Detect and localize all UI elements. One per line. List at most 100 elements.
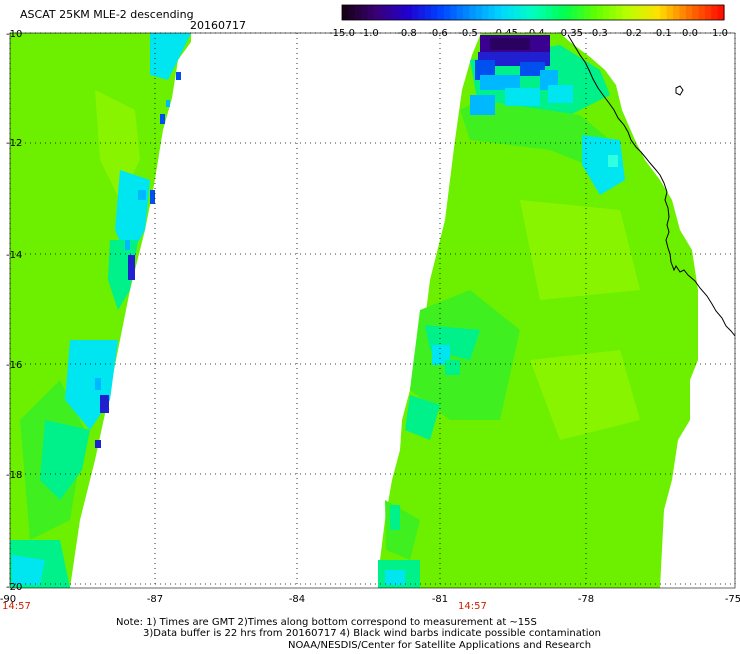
swath-cell	[85, 370, 95, 382]
colorbar-segment	[354, 5, 362, 20]
colorbar-segment	[679, 5, 687, 20]
swath-cell	[150, 190, 155, 204]
colorbar-segment	[641, 5, 649, 20]
swath-patch	[40, 420, 90, 500]
coastline	[567, 34, 736, 337]
colorbar-segment	[647, 5, 655, 20]
colorbar-segment	[704, 5, 712, 20]
colorbar-segment	[564, 5, 572, 20]
colorbar-segment	[456, 5, 464, 20]
colorbar-segment	[615, 5, 623, 20]
colorbar-segment	[577, 5, 585, 20]
map-date: 20160717	[190, 19, 246, 32]
swath-cell	[390, 505, 400, 530]
colorbar-segment	[692, 5, 700, 20]
swath-patch	[530, 350, 640, 440]
colorbar-segment	[539, 5, 547, 20]
lon-label: -75	[725, 594, 740, 605]
swath-cell	[128, 255, 135, 280]
swath-cell	[160, 114, 165, 124]
colorbar-label: -0.2	[622, 28, 642, 39]
colorbar-segment	[513, 5, 521, 20]
colorbar-label: -1.0	[359, 28, 379, 39]
colorbar-segment	[469, 5, 477, 20]
colorbar-segment	[418, 5, 426, 20]
lon-label: -90	[0, 594, 16, 605]
colorbar-segment	[596, 5, 604, 20]
swath-cell	[590, 150, 608, 170]
colorbar-segment	[392, 5, 400, 20]
colorbar-segment	[494, 5, 502, 20]
swath-patch	[405, 395, 440, 440]
colorbar-segment	[673, 5, 681, 20]
colorbar-label: 0.0	[682, 28, 698, 39]
swath-cell	[100, 395, 109, 413]
swath-cell	[548, 85, 573, 103]
colorbar-segment	[373, 5, 381, 20]
lon-label: -81	[432, 594, 448, 605]
lon-label: -87	[147, 594, 163, 605]
colorbar-label: -15.0	[329, 28, 355, 39]
colorbar-segment	[628, 5, 636, 20]
footer-notes: Note: 1) Times are GMT 2)Times along bot…	[116, 617, 601, 651]
colorbar-segment	[507, 5, 515, 20]
east-swath	[378, 33, 698, 588]
colorbar-label: -0.35	[557, 28, 583, 39]
swath-cell	[490, 38, 530, 50]
note-line-2: 3)Data buffer is 22 hrs from 20160717 4)…	[143, 628, 601, 639]
colorbar-segment	[590, 5, 598, 20]
swath-cell	[176, 72, 181, 80]
colorbar-segment	[571, 5, 579, 20]
colorbar-segment	[609, 5, 617, 20]
colorbar-segment	[412, 5, 419, 20]
colorbar-segment	[475, 5, 483, 20]
colorbar-segment	[348, 5, 356, 20]
colorbar-segment	[520, 5, 528, 20]
lat-label: -10	[6, 29, 22, 40]
note-line-3: NOAA/NESDIS/Center for Satellite Applica…	[288, 640, 591, 650]
lat-label: -16	[6, 360, 22, 371]
colorbar-segment	[462, 5, 470, 20]
lat-label: -20	[6, 582, 22, 593]
colorbar-segment	[380, 5, 388, 20]
colorbar-segment	[450, 5, 458, 20]
colorbar-segment	[685, 5, 693, 20]
swath-cell	[166, 100, 170, 107]
colorbar-segment	[660, 5, 668, 20]
lon-label: -84	[289, 594, 305, 605]
colorbar-segment	[424, 5, 432, 20]
colorbar-segment	[386, 5, 394, 20]
colorbar-segment	[405, 5, 413, 20]
swath-cell	[385, 570, 405, 585]
pass-time-east: 14:57	[458, 601, 487, 612]
colorbar-segment	[437, 5, 445, 20]
latitude-labels: -10 -12 -14 -16 -18 -20	[6, 29, 22, 593]
colorbar-segment	[342, 5, 349, 20]
swath-cell	[125, 240, 130, 250]
swath-patch	[460, 100, 610, 170]
colorbar-segment	[399, 5, 407, 20]
swath-cell	[445, 360, 460, 375]
colorbar-label: -0.5	[458, 28, 478, 39]
map-frame	[9, 32, 736, 589]
colorbar-segment	[583, 5, 591, 20]
colorbar-label: -0.6	[428, 28, 448, 39]
swath-cell	[118, 212, 124, 222]
swath-patch	[12, 555, 45, 585]
colorbar-frame	[341, 4, 725, 21]
lon-label: -78	[578, 594, 594, 605]
swath-cell	[608, 155, 618, 167]
colorbar-segment	[653, 5, 661, 20]
colorbar-segment	[361, 5, 369, 20]
colorbar-label: -0.8	[397, 28, 417, 39]
lat-label: -18	[6, 470, 22, 481]
colorbar-segment	[533, 5, 540, 20]
colorbar-segment	[698, 5, 706, 20]
color-scale-bar	[341, 4, 725, 21]
colorbar-label: -0.3	[588, 28, 608, 39]
swath-cell	[480, 75, 520, 90]
swath-cell	[95, 378, 101, 390]
colorbar-segment	[488, 5, 496, 20]
colorbar-segment	[431, 5, 439, 20]
